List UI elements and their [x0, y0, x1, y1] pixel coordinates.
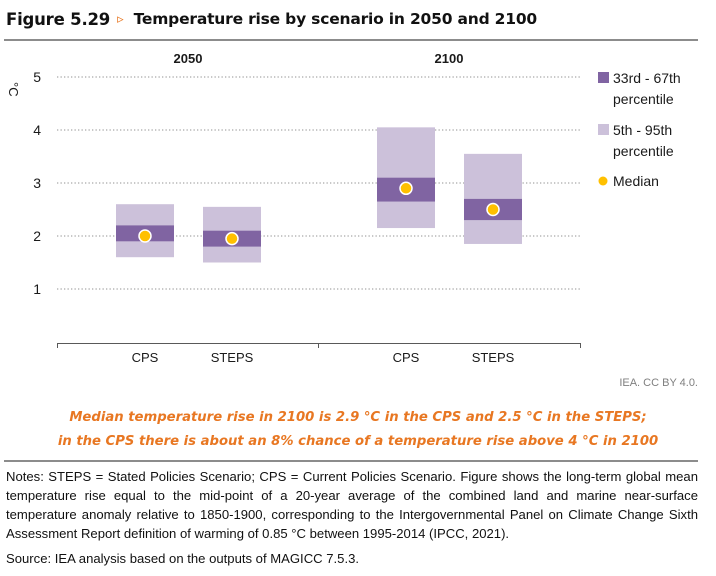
legend-label: 33rd - 67th — [613, 70, 681, 86]
notes-text: Notes: STEPS = Stated Policies Scenario;… — [6, 469, 698, 541]
group-labels: 2050 2100 — [174, 51, 464, 66]
title-divider — [4, 39, 698, 41]
source-text: Source: IEA analysis based on the output… — [6, 551, 360, 566]
legend-median-swatch — [598, 176, 608, 186]
credit-label: IEA. CC BY 4.0. — [619, 377, 698, 389]
legend-label: percentile — [613, 91, 674, 107]
median-marker — [399, 181, 413, 196]
key-message-line-2: in the CPS there is about an 8% chance o… — [57, 434, 659, 449]
y-axis-label: °C — [6, 82, 21, 97]
legend-label: 5th - 95th — [613, 122, 672, 138]
x-axis-category-labels: CPS STEPS CPS STEPS — [132, 350, 515, 365]
y-tick-label: 4 — [33, 122, 41, 138]
x-category-label: CPS — [132, 350, 159, 365]
figure-title: Temperature rise by scenario in 2050 and… — [133, 10, 538, 28]
x-axis — [57, 343, 581, 348]
y-tick-label: 2 — [33, 228, 41, 244]
legend: 33rd - 67th percentile 5th - 95th percentil… — [598, 70, 681, 189]
boxes — [116, 127, 522, 263]
key-message: Median temperature rise in 2100 is 2.9 °… — [0, 406, 716, 454]
legend-33-67-swatch — [598, 72, 609, 83]
y-tick-label: 1 — [33, 281, 41, 297]
median-marker — [138, 229, 152, 243]
y-axis-ticks: 1 2 3 4 5 — [33, 69, 41, 297]
figure-arrow-icon: ▹ — [117, 11, 124, 27]
notes-divider — [4, 460, 698, 462]
figure-number: Figure 5.29 — [6, 9, 111, 29]
x-category-label: STEPS — [211, 350, 254, 365]
median-marker — [225, 231, 239, 246]
chart: 1 2 3 4 5 °C 2050 2100 CPS STEPS CPS STEPS 33rd … — [6, 51, 681, 365]
x-category-label: STEPS — [472, 350, 515, 365]
median-marker — [486, 202, 500, 217]
legend-label: percentile — [613, 143, 674, 159]
figure-title-row: Figure 5.29 ▹ Temperature rise by scenar… — [6, 6, 537, 32]
key-message-line-1: Median temperature rise in 2100 is 2.9 °… — [69, 410, 647, 425]
group-label: 2050 — [174, 51, 203, 66]
legend-5-95-swatch — [598, 124, 609, 135]
legend-label: Median — [613, 173, 659, 189]
x-category-label: CPS — [393, 350, 420, 365]
notes-block: Notes: STEPS = Stated Policies Scenario;… — [6, 467, 698, 568]
y-tick-label: 3 — [33, 175, 41, 191]
y-tick-label: 5 — [33, 69, 41, 85]
group-label: 2100 — [435, 51, 464, 66]
